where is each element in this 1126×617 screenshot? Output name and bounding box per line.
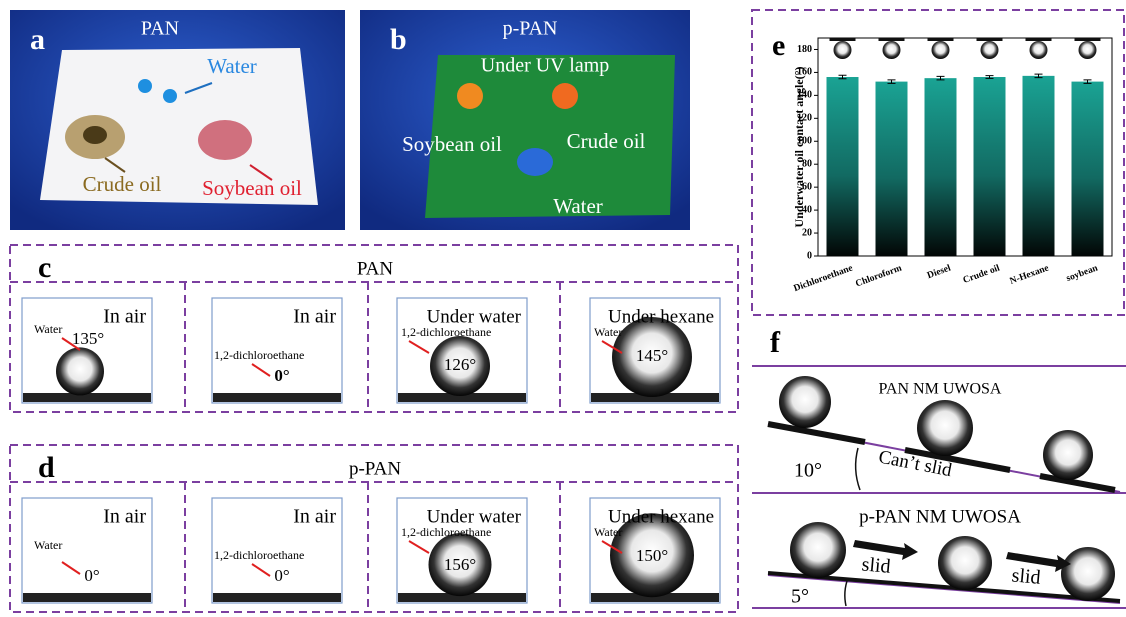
- contact-angle: 135°: [72, 329, 104, 348]
- surface-icon: [830, 38, 856, 41]
- probe: Water: [34, 538, 62, 552]
- contact-angle: 126°: [444, 355, 476, 374]
- oil-droplet: [779, 376, 831, 428]
- droplet-icon: [1030, 41, 1048, 59]
- droplet: [138, 79, 152, 93]
- x-tick-label: Diesel: [926, 263, 953, 281]
- probe: Water: [34, 322, 62, 336]
- oil-droplet: [917, 400, 973, 456]
- annotation: slid: [861, 553, 892, 577]
- angle-arc: [856, 448, 860, 490]
- bar: [876, 82, 908, 256]
- annotation: Crude oil: [83, 172, 162, 196]
- panel-label: c: [38, 251, 51, 284]
- surface-icon: [879, 38, 905, 41]
- contact-angle: 150°: [636, 546, 668, 565]
- annotation: Crude oil: [567, 129, 646, 153]
- bar: [1072, 82, 1104, 256]
- oil-droplet: [790, 522, 846, 578]
- subtitle: p-PAN NM UWOSA: [859, 506, 1021, 527]
- panel-title: PAN: [357, 258, 394, 279]
- oil-stain: [198, 120, 252, 160]
- contact-angle: 156°: [444, 555, 476, 574]
- condition: Under hexane: [608, 506, 714, 527]
- plot-frame: [818, 38, 1112, 256]
- panel-title: p-PAN: [503, 18, 558, 40]
- probe: Water: [594, 525, 622, 539]
- oil-stain: [457, 83, 483, 109]
- bar-chart: 020406080100120140160180Underwater oil c…: [792, 38, 1112, 294]
- substrate: [213, 593, 341, 602]
- membrane: [768, 424, 865, 442]
- panel-label: a: [30, 23, 45, 56]
- annotation: Under UV lamp: [481, 55, 610, 77]
- surface-icon: [1075, 38, 1101, 41]
- droplet: [163, 89, 177, 103]
- condition: In air: [103, 506, 146, 528]
- y-tick-label: 0: [807, 250, 812, 261]
- panel-a: a PAN Water Crude oil Soybean oil: [10, 10, 345, 230]
- surface-icon: [977, 38, 1003, 41]
- oil-droplet: [1061, 547, 1115, 601]
- bar: [827, 77, 859, 256]
- probe: 1,2-dichloroethane: [214, 348, 304, 362]
- annotation: slid: [1011, 564, 1042, 588]
- x-tick-label: soybean: [1065, 263, 1100, 284]
- droplet: [56, 347, 104, 395]
- y-tick-label: 20: [802, 227, 812, 238]
- y-tick-label: 180: [797, 44, 812, 55]
- annotation: Soybean oil: [202, 176, 302, 200]
- condition: In air: [293, 306, 336, 328]
- condition: In air: [293, 506, 336, 528]
- contact-angle: 145°: [636, 346, 668, 365]
- oil-stain: [552, 83, 578, 109]
- substrate: [23, 593, 151, 602]
- angle-label: 5°: [791, 586, 809, 608]
- surface-icon: [928, 38, 954, 41]
- substrate: [213, 393, 341, 402]
- angle-label: 10°: [794, 460, 822, 482]
- condition: In air: [103, 306, 146, 328]
- bar: [1023, 76, 1055, 256]
- y-axis-label: Underwater oil contact angle(°): [792, 67, 806, 228]
- contact-angle: 0°: [274, 366, 289, 385]
- droplet-icon: [981, 41, 999, 59]
- x-tick-label: Crude oil: [962, 263, 1002, 286]
- probe: Water: [594, 325, 622, 339]
- oil-stain: [83, 126, 107, 144]
- annotation: Soybean oil: [402, 132, 502, 156]
- oil-droplet: [1043, 430, 1093, 480]
- figure: a PAN Water Crude oil Soybean oil b p-PA…: [0, 0, 1126, 617]
- subtitle: PAN NM UWOSA: [879, 381, 1002, 398]
- x-tick-label: Chloroform: [854, 263, 903, 289]
- probe: 1,2-dichloroethane: [401, 325, 491, 339]
- surface-icon: [1026, 38, 1052, 41]
- panel-title: p-PAN: [349, 458, 401, 479]
- droplet-icon: [932, 41, 950, 59]
- annotation: Water: [553, 194, 603, 218]
- droplet-icon: [834, 41, 852, 59]
- contact-angle: 0°: [84, 566, 99, 585]
- panel-label: f: [770, 326, 781, 359]
- x-tick-label: N-Hexane: [1009, 263, 1051, 286]
- probe: 1,2-dichloroethane: [401, 525, 491, 539]
- probe: 1,2-dichloroethane: [214, 548, 304, 562]
- panel-label: d: [38, 451, 55, 484]
- condition: Under hexane: [608, 306, 714, 327]
- panel-f: f PAN NM UWOSA 10° Can’t slid p-PAN NM U…: [752, 326, 1126, 608]
- panel-label: e: [772, 29, 785, 62]
- water-stain: [517, 148, 553, 176]
- oil-droplet: [938, 536, 992, 590]
- annotation: Water: [207, 54, 257, 78]
- x-tick-label: Dichloroethane: [792, 263, 854, 294]
- panel-label: b: [390, 23, 407, 56]
- panel-b: b p-PAN Under UV lamp Soybean oil Crude …: [360, 10, 690, 230]
- panel-title: PAN: [141, 18, 179, 40]
- bar: [925, 78, 957, 256]
- droplet-icon: [883, 41, 901, 59]
- contact-angle: 0°: [274, 566, 289, 585]
- bar: [974, 77, 1006, 256]
- droplet-icon: [1079, 41, 1097, 59]
